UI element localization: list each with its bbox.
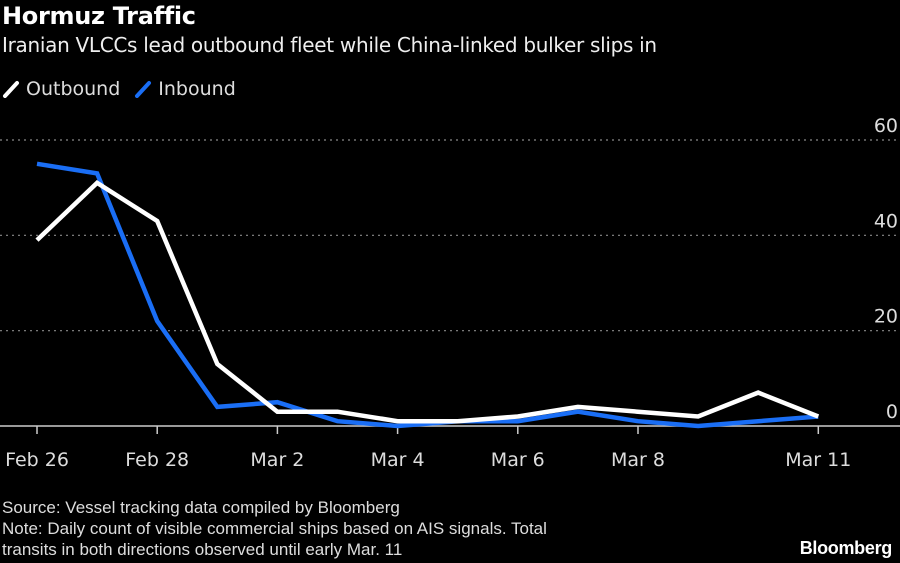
methodology-note-line-1: Note: Daily count of visible commercial … (2, 519, 547, 538)
footer: Source: Vessel tracking data compiled by… (2, 497, 547, 560)
x-tick-label: Mar 4 (371, 449, 425, 471)
x-tick-label: Mar 11 (785, 449, 851, 471)
legend-item-inbound: Inbound (134, 78, 236, 100)
x-tick-label: Feb 26 (5, 449, 69, 471)
legend-label-inbound: Inbound (158, 78, 236, 100)
y-tick-label: 0 (886, 401, 898, 423)
y-tick-label: 20 (874, 306, 898, 328)
legend-swatch-outbound (3, 81, 19, 98)
legend-label-outbound: Outbound (26, 78, 121, 100)
y-axis-ticks: 0 20 40 60 (874, 115, 898, 423)
x-tick-label: Mar 8 (611, 449, 665, 471)
bloomberg-logo: Bloomberg (799, 538, 893, 558)
y-tick-label: 60 (874, 115, 898, 137)
chart-title: Hormuz Traffic (2, 2, 196, 30)
gridlines (0, 139, 900, 332)
x-tick-label: Mar 2 (250, 449, 304, 471)
x-axis: Feb 26 Feb 28 Mar 2 Mar 4 Mar 6 Mar 8 Mar 11 (0, 425, 900, 471)
x-tick-label: Mar 6 (491, 449, 545, 471)
legend-swatch-inbound (135, 81, 152, 98)
chart-subtitle: Iranian VLCCs lead outbound fleet while … (2, 33, 657, 57)
line-chart: 0 20 40 60 Feb 26 Feb 28 Mar 2 Mar 4 Mar 6 Mar 8… (0, 115, 900, 471)
x-tick-label: Feb 28 (125, 449, 189, 471)
series-line-inbound (36, 161, 819, 429)
methodology-note-line-2: transits in both directions observed unt… (2, 540, 403, 559)
source-note: Source: Vessel tracking data compiled by… (2, 498, 400, 517)
series-line-outbound (35, 180, 820, 424)
legend: Outbound Inbound (2, 78, 250, 100)
y-tick-label: 40 (874, 210, 898, 232)
series-lines (35, 161, 820, 429)
legend-item-outbound: Outbound (2, 78, 120, 100)
